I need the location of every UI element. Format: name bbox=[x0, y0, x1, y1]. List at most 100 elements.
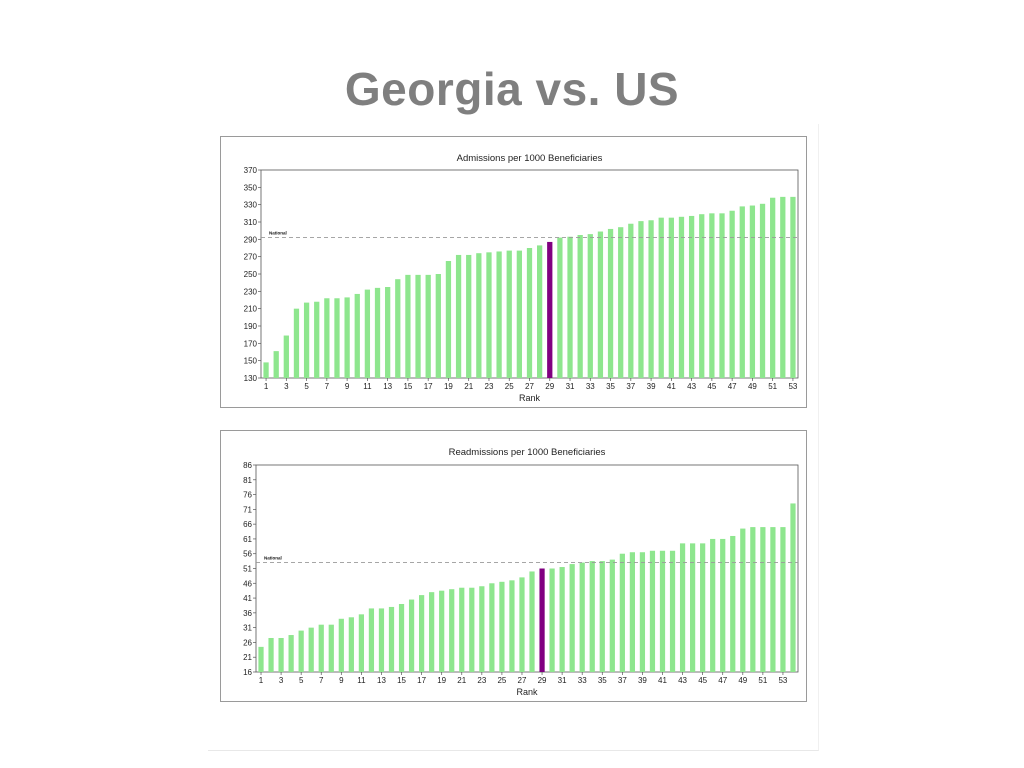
readmissions-chart: Readmissions per 1000 Beneficiaries 16 21 2… bbox=[243, 447, 799, 697]
readmissions-bar bbox=[479, 586, 485, 672]
readmissions-x-tick-label: 41 bbox=[658, 676, 667, 685]
admissions-y-tick-label: 330 bbox=[244, 201, 258, 210]
admissions-bar bbox=[354, 293, 360, 378]
admissions-bar bbox=[628, 223, 634, 378]
readmissions-x-tick-label: 21 bbox=[457, 676, 466, 685]
admissions-bar bbox=[364, 289, 371, 378]
admissions-bar bbox=[688, 215, 695, 378]
readmissions-bar bbox=[469, 587, 475, 672]
admissions-bar bbox=[790, 196, 796, 378]
admissions-bar bbox=[486, 252, 492, 378]
readmissions-x-tick-label: 31 bbox=[558, 676, 567, 685]
admissions-bar bbox=[638, 221, 644, 378]
admissions-bar bbox=[709, 213, 715, 378]
admissions-bar bbox=[263, 362, 269, 378]
readmissions-bar bbox=[298, 630, 304, 672]
admissions-chart: Admissions per 1000 Beneficiaries 130 150 1… bbox=[244, 153, 799, 403]
readmissions-bar bbox=[740, 528, 746, 672]
admissions-bar bbox=[385, 287, 391, 378]
readmissions-bar bbox=[529, 571, 535, 672]
readmissions-plot-area bbox=[255, 464, 799, 673]
admissions-y-tick-label: 310 bbox=[244, 218, 258, 227]
admissions-bar bbox=[314, 301, 320, 378]
readmissions-bar bbox=[669, 550, 676, 672]
admissions-y-tick-label: 210 bbox=[244, 305, 258, 314]
readmissions-x-tick-label: 11 bbox=[357, 676, 366, 685]
admissions-y-tick-label: 170 bbox=[244, 339, 258, 348]
readmissions-bar bbox=[599, 561, 605, 672]
readmissions-bar bbox=[619, 553, 625, 672]
readmissions-x-tick-label: 1 bbox=[259, 676, 264, 685]
readmissions-x-tick-label: 49 bbox=[738, 676, 747, 685]
readmissions-bar bbox=[288, 635, 294, 672]
admissions-y-tick-label: 190 bbox=[244, 322, 258, 331]
readmissions-bar bbox=[268, 637, 274, 672]
readmissions-x-tick-label: 51 bbox=[758, 676, 767, 685]
readmissions-x-tick-label: 7 bbox=[319, 676, 324, 685]
admissions-bar bbox=[536, 245, 543, 378]
readmissions-bar bbox=[318, 624, 324, 672]
readmissions-x-tick-label: 17 bbox=[417, 676, 426, 685]
admissions-x-tick-label: 51 bbox=[768, 382, 777, 391]
admissions-bar bbox=[516, 250, 523, 378]
readmissions-bar bbox=[589, 561, 595, 672]
readmissions-bar bbox=[459, 587, 465, 672]
admissions-x-tick-label: 25 bbox=[505, 382, 514, 391]
admissions-x-tick-label: 45 bbox=[707, 382, 716, 391]
readmissions-bar bbox=[408, 599, 415, 672]
admissions-x-tick-label: 17 bbox=[424, 382, 433, 391]
admissions-x-tick-label: 1 bbox=[264, 382, 269, 391]
admissions-x-tick-label: 53 bbox=[788, 382, 797, 391]
admissions-bar bbox=[668, 217, 674, 378]
readmissions-bar bbox=[549, 568, 555, 672]
admissions-bar bbox=[324, 298, 330, 378]
readmissions-y-tick-label: 16 bbox=[243, 668, 252, 677]
admissions-bar bbox=[395, 279, 401, 378]
admissions-bar bbox=[780, 196, 786, 378]
readmissions-x-tick-label: 43 bbox=[678, 676, 687, 685]
admissions-bar bbox=[759, 203, 766, 378]
readmissions-bar bbox=[690, 543, 696, 672]
readmissions-x-tick-label: 5 bbox=[299, 676, 304, 685]
admissions-y-tick-label: 290 bbox=[244, 235, 258, 244]
admissions-x-tick-label: 13 bbox=[383, 382, 392, 391]
admissions-bar bbox=[526, 248, 533, 378]
readmissions-x-tick-label: 3 bbox=[279, 676, 284, 685]
readmissions-bar bbox=[700, 543, 706, 672]
readmissions-x-tick-label: 47 bbox=[718, 676, 727, 685]
readmissions-bar bbox=[489, 583, 495, 672]
admissions-bar bbox=[374, 287, 381, 378]
admissions-bar bbox=[749, 205, 756, 378]
readmissions-bar bbox=[659, 550, 666, 672]
admissions-bar bbox=[729, 210, 735, 378]
readmissions-y-tick-label: 76 bbox=[243, 491, 252, 500]
readmissions-x-tick-label: 13 bbox=[377, 676, 386, 685]
admissions-x-tick-label: 37 bbox=[626, 382, 635, 391]
admissions-bar bbox=[405, 274, 411, 378]
admissions-bar bbox=[577, 235, 583, 378]
admissions-bar bbox=[435, 274, 441, 378]
admissions-x-tick-label: 43 bbox=[687, 382, 696, 391]
readmissions-bar bbox=[348, 617, 354, 672]
readmissions-x-tick-label: 25 bbox=[497, 676, 506, 685]
readmissions-y-tick-label: 86 bbox=[243, 461, 252, 470]
readmissions-bar bbox=[278, 637, 284, 672]
readmissions-y-tick-label: 56 bbox=[243, 550, 252, 559]
admissions-bar bbox=[283, 335, 289, 378]
admissions-x-tick-label: 21 bbox=[464, 382, 473, 391]
admissions-x-tick-label: 35 bbox=[606, 382, 615, 391]
readmissions-y-tick-label: 71 bbox=[243, 505, 252, 514]
readmissions-chart-panel: Readmissions per 1000 Beneficiaries 16 21 2… bbox=[220, 430, 807, 702]
readmissions-bar bbox=[710, 538, 716, 672]
readmissions-bar bbox=[629, 552, 635, 672]
admissions-chart-title: Admissions per 1000 Beneficiaries bbox=[457, 153, 603, 164]
readmissions-bar bbox=[419, 595, 425, 672]
readmissions-bar bbox=[429, 592, 435, 672]
readmissions-x-tick-label: 53 bbox=[778, 676, 787, 685]
admissions-y-tick-label: 130 bbox=[244, 374, 258, 383]
readmissions-x-tick-label: 9 bbox=[339, 676, 344, 685]
readmissions-bar bbox=[338, 618, 344, 672]
readmissions-bar bbox=[649, 550, 656, 672]
readmissions-bar bbox=[499, 581, 505, 672]
readmissions-bar bbox=[679, 543, 686, 672]
